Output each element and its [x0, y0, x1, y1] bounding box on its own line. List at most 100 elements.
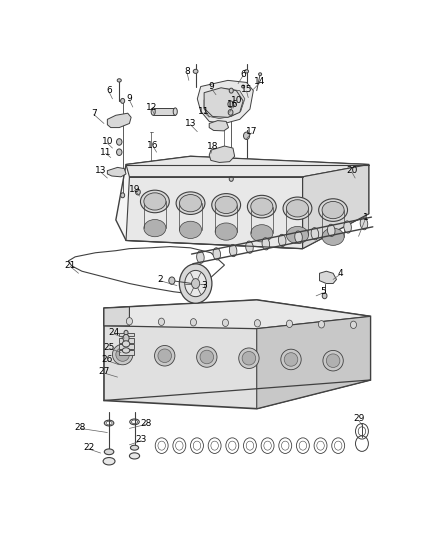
Circle shape	[244, 132, 250, 140]
Text: 16: 16	[227, 100, 239, 109]
Ellipse shape	[279, 235, 286, 247]
Polygon shape	[126, 177, 303, 248]
Ellipse shape	[322, 228, 344, 245]
Ellipse shape	[242, 351, 256, 365]
Text: 10: 10	[102, 138, 113, 147]
Ellipse shape	[281, 349, 301, 370]
Bar	[119, 350, 134, 354]
Circle shape	[228, 101, 233, 108]
Circle shape	[159, 318, 165, 326]
Ellipse shape	[117, 79, 121, 82]
Ellipse shape	[180, 221, 201, 238]
Ellipse shape	[103, 457, 115, 465]
Ellipse shape	[328, 224, 335, 237]
Text: 3: 3	[201, 281, 207, 290]
Ellipse shape	[322, 201, 344, 219]
Bar	[119, 344, 134, 349]
Text: 10: 10	[230, 96, 242, 106]
Text: 28: 28	[74, 423, 86, 432]
Circle shape	[120, 193, 125, 198]
Ellipse shape	[144, 220, 166, 237]
Polygon shape	[303, 165, 369, 248]
Ellipse shape	[212, 193, 240, 216]
Text: 4: 4	[337, 269, 343, 278]
Text: 20: 20	[346, 166, 357, 175]
Ellipse shape	[104, 449, 114, 455]
Ellipse shape	[251, 225, 273, 242]
Circle shape	[191, 319, 197, 326]
Polygon shape	[107, 113, 131, 127]
Circle shape	[228, 109, 233, 115]
Polygon shape	[204, 88, 245, 118]
Text: 25: 25	[103, 343, 115, 352]
Circle shape	[318, 321, 325, 328]
Ellipse shape	[284, 353, 298, 366]
Circle shape	[179, 264, 212, 303]
Text: 22: 22	[83, 443, 94, 452]
Circle shape	[350, 321, 357, 328]
Text: 7: 7	[91, 109, 97, 118]
Ellipse shape	[113, 344, 133, 365]
Ellipse shape	[131, 445, 138, 450]
Text: 9: 9	[127, 94, 132, 103]
Circle shape	[229, 88, 233, 93]
Ellipse shape	[193, 69, 198, 74]
Polygon shape	[209, 146, 235, 163]
Ellipse shape	[215, 196, 237, 214]
Ellipse shape	[122, 348, 130, 353]
Ellipse shape	[360, 217, 368, 230]
Circle shape	[185, 270, 206, 297]
Text: 11: 11	[198, 107, 210, 116]
Ellipse shape	[295, 231, 302, 243]
Ellipse shape	[155, 345, 175, 366]
Text: 6: 6	[240, 70, 246, 79]
Polygon shape	[104, 307, 130, 326]
Text: 26: 26	[102, 355, 113, 364]
Ellipse shape	[326, 354, 340, 367]
Circle shape	[229, 176, 233, 181]
Circle shape	[127, 318, 132, 325]
Ellipse shape	[242, 85, 245, 88]
Ellipse shape	[197, 251, 204, 263]
Circle shape	[120, 99, 125, 103]
Polygon shape	[107, 167, 126, 177]
Text: 28: 28	[141, 418, 152, 427]
Circle shape	[322, 293, 327, 298]
Text: 13: 13	[95, 166, 106, 175]
Polygon shape	[204, 88, 243, 117]
Text: 12: 12	[146, 102, 157, 111]
Text: 23: 23	[136, 435, 147, 444]
Ellipse shape	[230, 245, 237, 256]
Ellipse shape	[262, 238, 270, 250]
Ellipse shape	[116, 348, 130, 361]
Polygon shape	[104, 300, 371, 409]
Ellipse shape	[251, 198, 273, 215]
Text: 9: 9	[208, 82, 214, 91]
Ellipse shape	[286, 200, 308, 217]
Text: 14: 14	[254, 77, 266, 86]
Circle shape	[286, 320, 293, 327]
Circle shape	[254, 320, 261, 327]
Ellipse shape	[213, 248, 221, 260]
Bar	[119, 333, 134, 336]
Text: 27: 27	[98, 367, 110, 376]
Ellipse shape	[319, 199, 347, 221]
Ellipse shape	[180, 195, 201, 212]
Ellipse shape	[344, 221, 351, 233]
Circle shape	[124, 330, 128, 335]
Ellipse shape	[246, 241, 253, 253]
Circle shape	[223, 319, 229, 327]
Ellipse shape	[244, 70, 249, 73]
Text: 18: 18	[207, 142, 219, 150]
Text: 11: 11	[100, 148, 111, 157]
Ellipse shape	[122, 341, 130, 347]
Polygon shape	[126, 156, 369, 177]
Polygon shape	[197, 80, 253, 124]
Bar	[119, 338, 134, 343]
Ellipse shape	[130, 453, 140, 459]
Text: 6: 6	[106, 86, 112, 95]
Text: 2: 2	[157, 275, 163, 284]
Ellipse shape	[144, 193, 166, 210]
Text: 8: 8	[184, 67, 190, 76]
Text: 1: 1	[363, 213, 368, 222]
